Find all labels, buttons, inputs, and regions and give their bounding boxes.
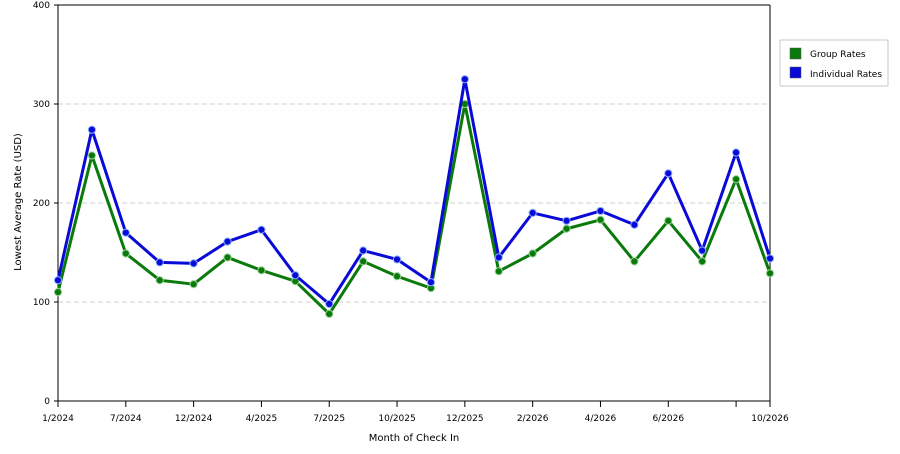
x-tick-labels: 1/2024 7/2024 12/2024 4/2025 7/2025 10/2025 12…: [42, 414, 789, 424]
data-point-individual-rates: [596, 206, 605, 216]
data-point-individual-rates: [291, 271, 300, 280]
data-point-group-rates: [494, 267, 503, 276]
x-tick-label: 1/2024: [42, 414, 74, 424]
data-point-individual-rates: [765, 254, 775, 263]
x-axis-title: Month of Check In: [369, 433, 460, 444]
legend-swatch-individual-rates: [789, 66, 802, 79]
y-tick-label: 0: [44, 397, 50, 407]
data-point-individual-rates: [155, 258, 164, 267]
data-point-group-rates: [731, 175, 741, 184]
data-point-group-rates: [664, 216, 673, 225]
gridlines: [58, 103, 770, 303]
data-point-group-rates: [257, 266, 266, 275]
data-point-individual-rates: [392, 255, 402, 264]
legend-label-group-rates: Group Rates: [810, 50, 866, 60]
data-point-individual-rates: [87, 125, 97, 134]
y-tick-labels: 0 100 200 300 400: [33, 1, 50, 407]
data-point-individual-rates: [630, 220, 639, 229]
y-axis-title: Lowest Average Rate (USD): [13, 133, 24, 271]
legend: Group Rates Individual Rates: [779, 39, 889, 87]
data-point-group-rates: [562, 224, 571, 233]
x-tick-label: 4/2025: [246, 414, 278, 424]
data-point-individual-rates: [53, 276, 63, 285]
x-tick-label: 4/2026: [585, 414, 617, 424]
data-point-individual-rates: [426, 278, 436, 287]
data-point-group-rates: [121, 249, 130, 258]
data-point-group-rates: [359, 257, 368, 266]
x-tick-label: 2/2026: [517, 414, 549, 424]
series-lines: [53, 75, 775, 318]
data-point-group-rates: [596, 215, 605, 224]
data-point-group-rates: [765, 269, 775, 278]
data-point-individual-rates: [664, 169, 673, 178]
data-point-group-rates: [630, 257, 639, 266]
data-point-group-rates: [155, 276, 164, 285]
x-tick-label: 12/2024: [175, 414, 213, 424]
axes: [54, 4, 771, 407]
data-point-group-rates: [189, 280, 198, 289]
data-point-group-rates: [87, 151, 97, 160]
x-tick-label: 7/2024: [110, 414, 142, 424]
data-point-group-rates: [53, 288, 63, 297]
y-tick-label: 300: [33, 100, 50, 110]
series-line-individual-rates: [56, 77, 772, 306]
data-point-individual-rates: [562, 216, 571, 225]
data-point-group-rates: [325, 309, 334, 318]
data-point-individual-rates: [257, 225, 266, 234]
data-point-individual-rates: [494, 253, 503, 262]
data-point-individual-rates: [460, 75, 469, 84]
data-point-individual-rates: [528, 208, 537, 217]
data-point-individual-rates: [121, 228, 130, 237]
legend-label-individual-rates: Individual Rates: [810, 70, 882, 80]
data-point-individual-rates: [359, 246, 368, 255]
data-point-individual-rates: [698, 246, 707, 255]
y-tick-label: 200: [33, 199, 50, 209]
x-tick-label: 10/2025: [378, 414, 415, 424]
data-point-individual-rates: [223, 237, 232, 246]
data-point-group-rates: [528, 249, 537, 258]
series-line-group-rates: [56, 102, 772, 316]
x-tick-label: 6/2026: [652, 414, 684, 424]
x-tick-label: 7/2025: [313, 414, 345, 424]
data-point-group-rates: [223, 253, 232, 262]
x-tick-label: 10/2026: [751, 414, 789, 424]
y-tick-label: 400: [33, 1, 50, 11]
legend-box: [779, 39, 889, 87]
data-point-individual-rates: [731, 148, 741, 157]
data-point-individual-rates: [189, 259, 198, 268]
x-tick-label: 12/2025: [446, 414, 483, 424]
data-point-group-rates: [392, 272, 402, 281]
data-point-group-rates: [698, 257, 707, 266]
y-tick-label: 100: [33, 298, 50, 308]
data-point-individual-rates: [325, 299, 334, 309]
legend-swatch-group-rates: [789, 47, 802, 60]
